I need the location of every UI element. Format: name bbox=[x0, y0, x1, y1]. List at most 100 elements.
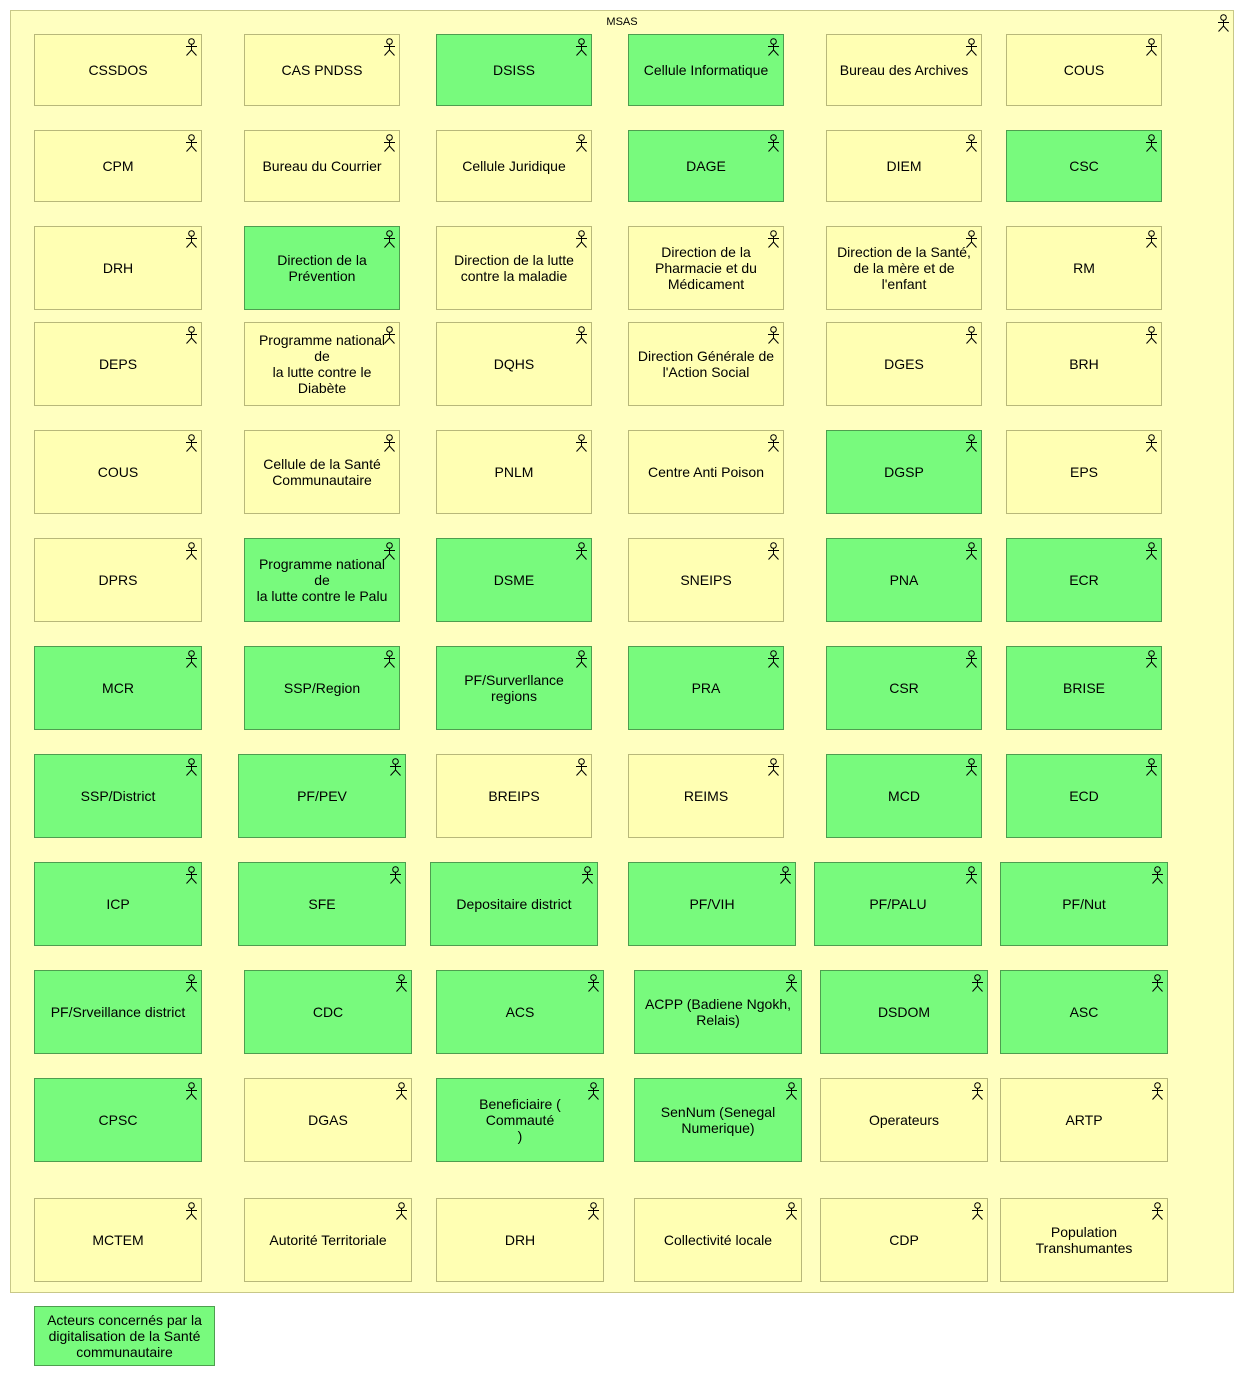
actor-dsdom[interactable]: DSDOM bbox=[820, 970, 988, 1054]
actor-dges[interactable]: DGES bbox=[826, 322, 982, 406]
actor-icon bbox=[588, 974, 599, 992]
actor-acs[interactable]: ACS bbox=[436, 970, 604, 1054]
actor-collectivite-locale[interactable]: Collectivité locale bbox=[634, 1198, 802, 1282]
actor-breips[interactable]: BREIPS bbox=[436, 754, 592, 838]
actor-reims[interactable]: REIMS bbox=[628, 754, 784, 838]
actor-label: SNEIPS bbox=[680, 572, 732, 588]
legend-box[interactable]: Acteurs concernés par la digitalisation … bbox=[34, 1306, 215, 1366]
actor-icon bbox=[966, 650, 977, 668]
actor-cous[interactable]: COUS bbox=[1006, 34, 1162, 106]
actor-programme-national-de-la-lutte-contre-le-diabete[interactable]: Programme national de la lutte contre le… bbox=[244, 322, 400, 406]
actor-sneips[interactable]: SNEIPS bbox=[628, 538, 784, 622]
actor-depositaire-district[interactable]: Depositaire district bbox=[430, 862, 598, 946]
actor-ssp-region[interactable]: SSP/Region bbox=[244, 646, 400, 730]
actor-label: DRH bbox=[102, 260, 134, 276]
actor-ssp-district[interactable]: SSP/District bbox=[34, 754, 202, 838]
actor-cpsc[interactable]: CPSC bbox=[34, 1078, 202, 1162]
actor-label: MCD bbox=[888, 788, 920, 804]
actor-brh[interactable]: BRH bbox=[1006, 322, 1162, 406]
actor-dsiss[interactable]: DSISS bbox=[436, 34, 592, 106]
actor-icon bbox=[1146, 38, 1157, 56]
actor-cas-pndss[interactable]: CAS PNDSS bbox=[244, 34, 400, 106]
actor-bureau-des-archives[interactable]: Bureau des Archives bbox=[826, 34, 982, 106]
actor-brise[interactable]: BRISE bbox=[1006, 646, 1162, 730]
actor-csc[interactable]: CSC bbox=[1006, 130, 1162, 202]
actor-eps[interactable]: EPS bbox=[1006, 430, 1162, 514]
actor-direction-de-la-sante-de-la-mere-et-de-l-enfant[interactable]: Direction de la Santé, de la mère et de … bbox=[826, 226, 982, 310]
actor-artp[interactable]: ARTP bbox=[1000, 1078, 1168, 1162]
actor-dqhs[interactable]: DQHS bbox=[436, 322, 592, 406]
actor-ecd[interactable]: ECD bbox=[1006, 754, 1162, 838]
actor-cdc[interactable]: CDC bbox=[244, 970, 412, 1054]
actor-cpm[interactable]: CPM bbox=[34, 130, 202, 202]
actor-icon bbox=[972, 974, 983, 992]
actor-cous[interactable]: COUS bbox=[34, 430, 202, 514]
actor-label: CSC bbox=[1069, 158, 1099, 174]
actor-icon bbox=[186, 434, 197, 452]
actor-icon bbox=[576, 134, 587, 152]
actor-direction-de-la-pharmacie-et-du-medicament[interactable]: Direction de la Pharmacie et du Médicame… bbox=[628, 226, 784, 310]
actor-icon bbox=[582, 866, 593, 884]
actor-label: Programme national de la lutte contre le… bbox=[258, 332, 386, 396]
actor-asc[interactable]: ASC bbox=[1000, 970, 1168, 1054]
actor-icon bbox=[576, 326, 587, 344]
actor-cellule-juridique[interactable]: Cellule Juridique bbox=[436, 130, 592, 202]
actor-pf-nut[interactable]: PF/Nut bbox=[1000, 862, 1168, 946]
actor-direction-de-la-lutte-contre-la-maladie[interactable]: Direction de la lutte contre la maladie bbox=[436, 226, 592, 310]
actor-cellule-informatique[interactable]: Cellule Informatique bbox=[628, 34, 784, 106]
actor-icon bbox=[384, 230, 395, 248]
actor-label: CSR bbox=[889, 680, 919, 696]
actor-centre-anti-poison[interactable]: Centre Anti Poison bbox=[628, 430, 784, 514]
actor-drh[interactable]: DRH bbox=[436, 1198, 604, 1282]
actor-beneficiaire-commaute[interactable]: Beneficiaire ( Commauté ) bbox=[436, 1078, 604, 1162]
actor-mctem[interactable]: MCTEM bbox=[34, 1198, 202, 1282]
actor-pf-vih[interactable]: PF/VIH bbox=[628, 862, 796, 946]
actor-cdp[interactable]: CDP bbox=[820, 1198, 988, 1282]
actor-icon bbox=[966, 434, 977, 452]
actor-icon bbox=[384, 434, 395, 452]
actor-drh[interactable]: DRH bbox=[34, 226, 202, 310]
actor-label: RM bbox=[1073, 260, 1095, 276]
actor-label: MCTEM bbox=[92, 1232, 144, 1248]
actor-operateurs[interactable]: Operateurs bbox=[820, 1078, 988, 1162]
actor-dsme[interactable]: DSME bbox=[436, 538, 592, 622]
actor-pf-srveillance-district[interactable]: PF/Srveillance district bbox=[34, 970, 202, 1054]
actor-icon bbox=[966, 230, 977, 248]
actor-population-transhumantes[interactable]: Population Transhumantes bbox=[1000, 1198, 1168, 1282]
actor-ecr[interactable]: ECR bbox=[1006, 538, 1162, 622]
actor-icp[interactable]: ICP bbox=[34, 862, 202, 946]
actor-bureau-du-courrier[interactable]: Bureau du Courrier bbox=[244, 130, 400, 202]
actor-acpp-badiene-ngokh-relais[interactable]: ACPP (Badiene Ngokh, Relais) bbox=[634, 970, 802, 1054]
actor-mcd[interactable]: MCD bbox=[826, 754, 982, 838]
actor-dgsp[interactable]: DGSP bbox=[826, 430, 982, 514]
actor-autorite-territoriale[interactable]: Autorité Territoriale bbox=[244, 1198, 412, 1282]
actor-direction-de-la-prevention[interactable]: Direction de la Prévention bbox=[244, 226, 400, 310]
actor-icon bbox=[384, 38, 395, 56]
actor-csr[interactable]: CSR bbox=[826, 646, 982, 730]
actor-cellule-de-la-sante-communautaire[interactable]: Cellule de la Santé Communautaire bbox=[244, 430, 400, 514]
actor-dage[interactable]: DAGE bbox=[628, 130, 784, 202]
actor-pf-palu[interactable]: PF/PALU bbox=[814, 862, 982, 946]
actor-icon bbox=[384, 134, 395, 152]
actor-icon bbox=[1146, 134, 1157, 152]
actor-diem[interactable]: DIEM bbox=[826, 130, 982, 202]
actor-cssdos[interactable]: CSSDOS bbox=[34, 34, 202, 106]
actor-pra[interactable]: PRA bbox=[628, 646, 784, 730]
actor-programme-national-de-la-lutte-contre-le-palu[interactable]: Programme national de la lutte contre le… bbox=[244, 538, 400, 622]
actor-mcr[interactable]: MCR bbox=[34, 646, 202, 730]
actor-label: DSDOM bbox=[877, 1004, 931, 1020]
actor-dgas[interactable]: DGAS bbox=[244, 1078, 412, 1162]
actor-pf-surverllance-regions[interactable]: PF/Surverllance regions bbox=[436, 646, 592, 730]
actor-rm[interactable]: RM bbox=[1006, 226, 1162, 310]
actor-sfe[interactable]: SFE bbox=[238, 862, 406, 946]
actor-dprs[interactable]: DPRS bbox=[34, 538, 202, 622]
legend-label: Acteurs concernés par la digitalisation … bbox=[47, 1312, 202, 1360]
actor-pnlm[interactable]: PNLM bbox=[436, 430, 592, 514]
actor-sennum-senegal-numerique[interactable]: SenNum (Senegal Numerique) bbox=[634, 1078, 802, 1162]
actor-label: ASC bbox=[1069, 1004, 1099, 1020]
actor-direction-generale-de-l-action-social[interactable]: Direction Générale de l'Action Social bbox=[628, 322, 784, 406]
actor-deps[interactable]: DEPS bbox=[34, 322, 202, 406]
actor-label: ACS bbox=[505, 1004, 535, 1020]
actor-pf-pev[interactable]: PF/PEV bbox=[238, 754, 406, 838]
actor-pna[interactable]: PNA bbox=[826, 538, 982, 622]
